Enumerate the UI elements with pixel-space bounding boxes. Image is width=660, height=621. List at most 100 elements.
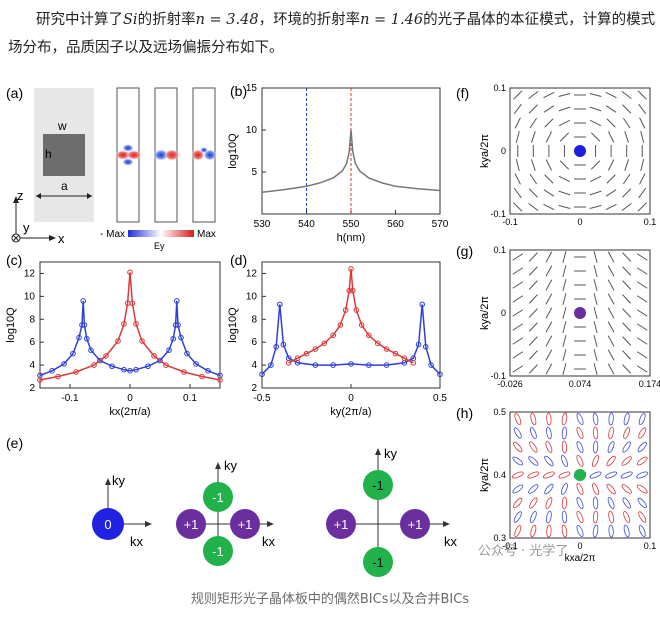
data-point [193, 361, 199, 367]
svg-text:0: 0 [104, 517, 111, 532]
data-point [157, 357, 163, 364]
polarization-ellipse [530, 524, 537, 538]
svg-text:+1: +1 [184, 517, 199, 532]
polarization-line [558, 106, 571, 112]
polarization-line [530, 131, 536, 143]
series-line [288, 268, 414, 364]
data-point [312, 346, 319, 352]
polarization-line [593, 293, 598, 305]
polarization-line [543, 91, 555, 99]
polarization-line [558, 93, 571, 97]
e1-bic-center [92, 508, 124, 540]
y-tick-label: 10 [246, 291, 258, 302]
polarization-ellipse [622, 497, 631, 509]
polarization-line [622, 280, 632, 290]
e3-bic-left [326, 509, 356, 539]
polarization-map-h: kya/2π 0.5 0.4 0.3-0.1 0 0.1 kxa/2π [479, 407, 656, 564]
polarization-line [528, 280, 538, 290]
polarization-ellipse [514, 412, 522, 426]
polarization-line [562, 251, 567, 263]
polarization-ellipse [546, 412, 552, 426]
intro-text-4: 的光子晶体的本征模式，计算的模式场分布，品质因子以及远场偏振分布如下。 [8, 12, 656, 56]
data-point [273, 343, 280, 350]
polarization-ellipse [576, 497, 584, 509]
polarization-line [528, 350, 538, 360]
polarization-ellipse [511, 471, 524, 479]
polarization-line [606, 174, 616, 184]
polarization-line [607, 321, 615, 333]
y-tick-label: 4 [251, 360, 257, 371]
data-point [170, 335, 176, 342]
y-tick-label: 8 [251, 314, 257, 325]
data-point [121, 321, 127, 327]
polarization-line [637, 90, 647, 100]
data-point [151, 353, 157, 359]
x-tick-label: 0.1 [644, 217, 657, 227]
label-e: (e) [6, 435, 23, 451]
data-point [303, 350, 310, 357]
field-strip-2 [153, 87, 180, 223]
series-line [39, 300, 221, 377]
polarization-line [638, 187, 647, 199]
plot-frame [261, 261, 441, 389]
polarization-line [593, 363, 598, 375]
polarization-ellipse [529, 497, 538, 509]
svg-text:-1: -1 [212, 490, 224, 505]
y-tick-label: 2 [29, 383, 35, 394]
polarization-line [528, 336, 538, 346]
data-point [76, 334, 82, 341]
polarization-line [639, 173, 646, 185]
data-point [428, 362, 434, 368]
intro-text-2: 的折射率 [137, 12, 196, 28]
polarization-line [528, 104, 538, 114]
polarization-line [515, 131, 520, 143]
polarization-line [544, 118, 554, 128]
data-point [79, 322, 85, 328]
data-point [55, 373, 61, 380]
polarization-line [593, 307, 598, 319]
polarization-line [512, 365, 524, 373]
polarization-line [638, 103, 647, 115]
e2-bic-left [176, 509, 206, 539]
polarization-line [636, 253, 648, 261]
data-point [353, 307, 360, 313]
data-point [70, 350, 76, 357]
polarization-line [605, 189, 617, 197]
x-tick-label: -0.026 [497, 379, 523, 389]
polarization-ellipse [592, 454, 599, 468]
label-f: (f) [456, 85, 469, 101]
y-tick-label: 10 [246, 125, 258, 136]
label-b: (b) [230, 83, 247, 99]
polarization-line [529, 117, 538, 129]
polarization-line [607, 265, 615, 277]
data-point [277, 301, 283, 308]
polarization-line [605, 91, 617, 99]
polarization-line [528, 203, 539, 212]
y-tick-label: 12 [24, 268, 36, 279]
data-point [422, 343, 429, 350]
polarization-ellipse [528, 456, 539, 466]
data-point [175, 322, 181, 328]
polarization-line [607, 349, 615, 361]
polarization-line [593, 349, 598, 361]
data-point [133, 366, 139, 373]
polarization-line [513, 103, 522, 115]
polarization-ellipse [528, 484, 539, 494]
chart-b: 530 540 550 560 570 5 10 15 h(nm) log10Q [227, 83, 449, 244]
polarization-ellipse [561, 440, 568, 454]
data-point [37, 377, 43, 383]
data-point [81, 322, 88, 328]
x-arrow [49, 235, 56, 241]
polarization-line [589, 119, 602, 127]
e2-ky-label: ky [224, 458, 238, 473]
polarization-line [607, 335, 615, 347]
polarization-line [636, 323, 648, 331]
x-tick-label: 0 [577, 541, 582, 551]
polarization-line [558, 205, 571, 209]
data-point [346, 287, 353, 294]
polarization-line [528, 308, 538, 318]
polarization-map-g: kya/2π 0.1 0 -0.1-0.026 0.074 0.174 [479, 245, 660, 389]
polarization-ellipse [636, 484, 648, 494]
polarization-line [562, 279, 567, 291]
polarization-line [543, 189, 555, 197]
